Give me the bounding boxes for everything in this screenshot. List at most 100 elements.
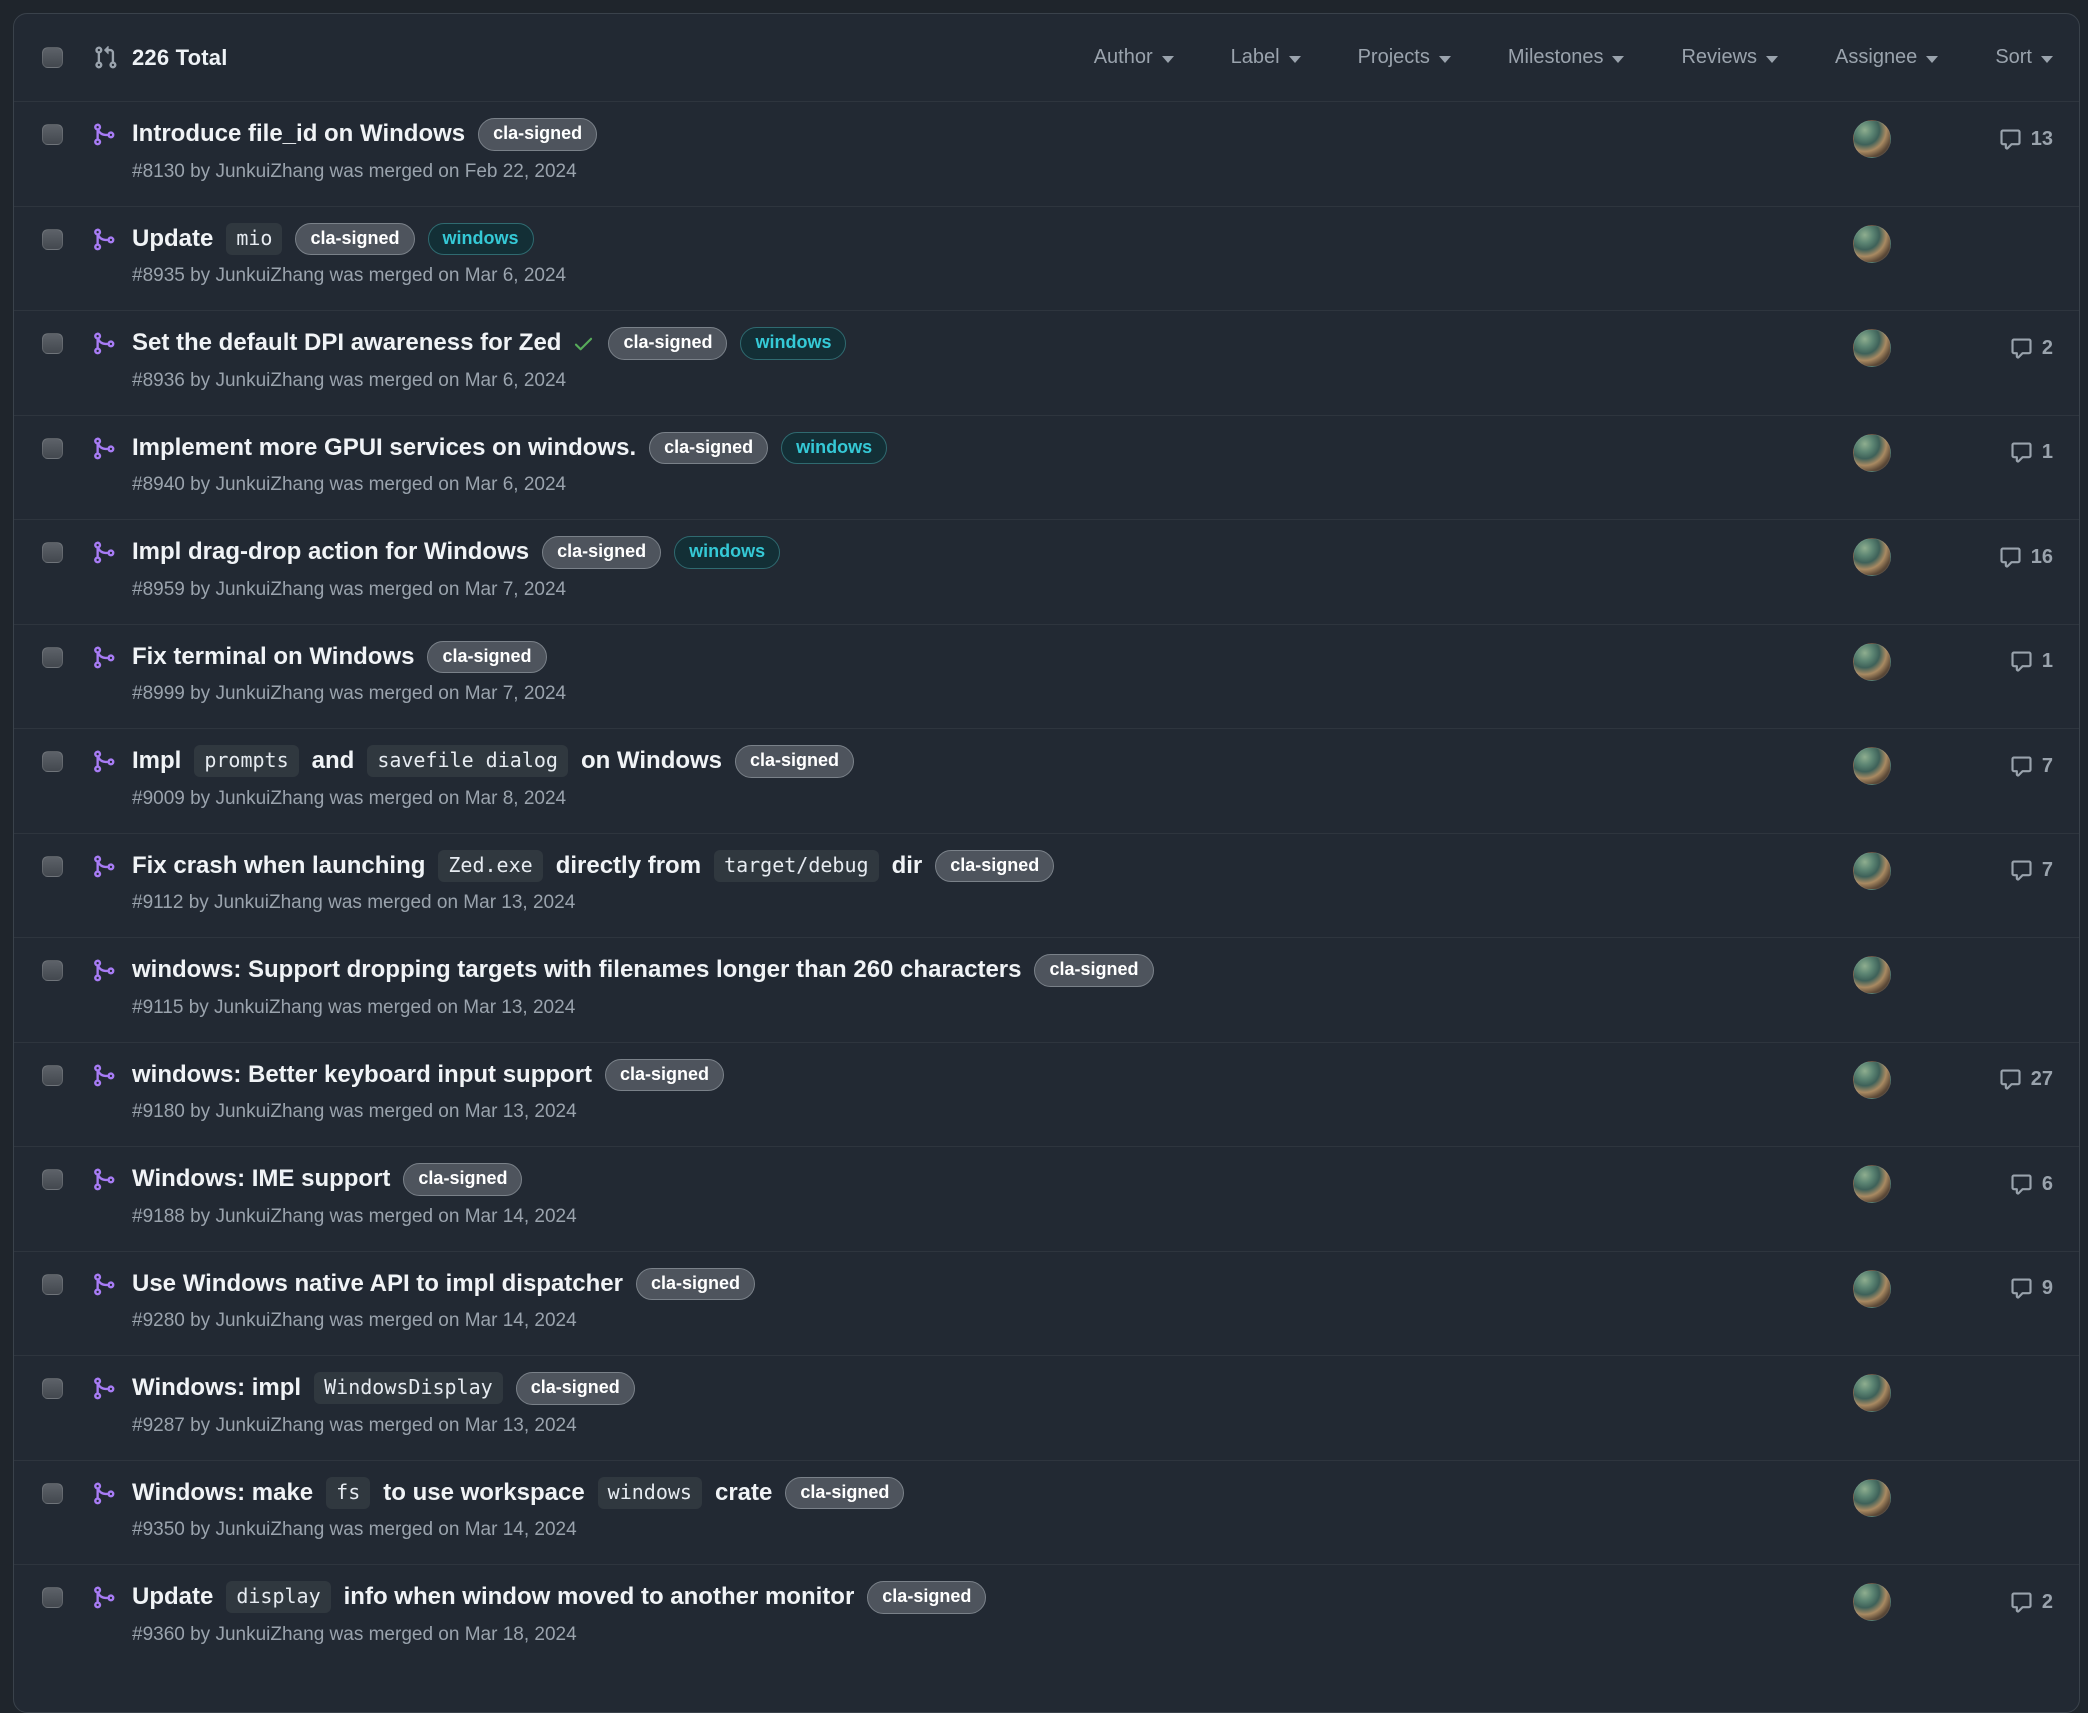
filter-label[interactable]: Label bbox=[1231, 46, 1301, 69]
pr-list-panel: 226 Total Author Label Projects Mileston… bbox=[13, 13, 2080, 1713]
avatar[interactable] bbox=[1853, 1374, 1891, 1412]
comment-count: 1 bbox=[2041, 441, 2053, 463]
label-cla-signed[interactable]: cla-signed bbox=[403, 1163, 523, 1196]
pr-title-line: Introduce file_id on Windows cla-signed bbox=[132, 118, 1853, 151]
comment-count-group[interactable]: 7 bbox=[2010, 859, 2053, 882]
avatar[interactable] bbox=[1853, 538, 1891, 576]
row-checkbox[interactable] bbox=[42, 751, 63, 772]
comment-count-group[interactable]: 6 bbox=[2010, 1173, 2053, 1196]
label-cla-signed[interactable]: cla-signed bbox=[542, 536, 662, 569]
pr-title-line: Update mio cla-signed windows bbox=[132, 222, 1853, 256]
comment-count-group[interactable]: 13 bbox=[1999, 128, 2053, 151]
row-meta bbox=[1853, 956, 2053, 994]
comment-icon bbox=[2010, 755, 2033, 778]
avatar[interactable] bbox=[1853, 1060, 1891, 1099]
comment-count-group[interactable]: 1 bbox=[2010, 441, 2053, 464]
avatar[interactable] bbox=[1853, 120, 1891, 158]
comment-icon bbox=[2010, 1277, 2033, 1300]
avatar[interactable] bbox=[1853, 956, 1891, 994]
comment-count-group[interactable]: 7 bbox=[2010, 755, 2053, 778]
filter-projects[interactable]: Projects bbox=[1358, 46, 1451, 69]
pr-title-text: Fix terminal on Windows bbox=[132, 642, 415, 670]
label-cla-signed[interactable]: cla-signed bbox=[427, 640, 547, 674]
chevron-down-icon bbox=[1161, 55, 1174, 63]
row-checkbox[interactable] bbox=[42, 124, 63, 145]
avatar[interactable] bbox=[1853, 851, 1891, 890]
row-checkbox[interactable] bbox=[42, 1273, 63, 1295]
label-cla-signed[interactable]: cla-signed bbox=[635, 1267, 756, 1301]
label-cla-signed[interactable]: cla-signed bbox=[1034, 954, 1154, 987]
label-windows[interactable]: windows bbox=[674, 536, 781, 569]
pr-meta: #8936 by JunkuiZhang was merged on Mar 6… bbox=[132, 369, 567, 391]
row-checkbox[interactable] bbox=[42, 1169, 63, 1190]
row-checkbox[interactable] bbox=[42, 1378, 63, 1399]
pr-title-line: windows: Support dropping targets with f… bbox=[132, 954, 1853, 987]
pr-meta: #8940 by JunkuiZhang was merged on Mar 6… bbox=[132, 474, 567, 496]
row-checkbox[interactable] bbox=[42, 437, 63, 459]
pull-request-icon bbox=[93, 45, 118, 70]
comment-count: 7 bbox=[2041, 754, 2053, 777]
avatar[interactable] bbox=[1853, 1165, 1891, 1203]
pr-row: Windows: make fs to use workspace windows cr… bbox=[14, 1459, 2079, 1565]
label-windows[interactable]: windows bbox=[427, 222, 534, 256]
label-cla-signed[interactable]: cla-signed bbox=[867, 1581, 987, 1614]
total-count: 226 Total bbox=[132, 44, 228, 70]
pr-content: Update display info when window moved to a… bbox=[132, 1581, 1853, 1646]
label-cla-signed[interactable]: cla-signed bbox=[605, 1058, 725, 1092]
row-meta: 1 bbox=[1853, 642, 2053, 681]
chevron-down-icon bbox=[1926, 55, 1939, 63]
filter-author[interactable]: Author bbox=[1094, 46, 1174, 69]
avatar[interactable] bbox=[1853, 224, 1891, 263]
filter-assignee[interactable]: Assignee bbox=[1835, 46, 1939, 69]
pr-content: Update mio cla-signed windows #8935 by Jun… bbox=[132, 222, 1853, 288]
comment-count-group[interactable]: 2 bbox=[2010, 337, 2053, 360]
avatar[interactable] bbox=[1853, 433, 1891, 472]
row-checkbox[interactable] bbox=[42, 855, 63, 877]
label-windows[interactable]: windows bbox=[740, 327, 847, 360]
label-cla-signed[interactable]: cla-signed bbox=[935, 849, 1055, 883]
filter-label: Author bbox=[1093, 46, 1153, 68]
row-checkbox[interactable] bbox=[42, 1482, 63, 1504]
row-checkbox[interactable] bbox=[42, 542, 63, 563]
label-cla-signed[interactable]: cla-signed bbox=[608, 327, 728, 360]
comment-count-group[interactable]: 16 bbox=[1999, 546, 2053, 569]
comment-icon bbox=[2010, 337, 2033, 360]
row-checkbox[interactable] bbox=[42, 960, 63, 981]
row-checkbox[interactable] bbox=[42, 228, 63, 250]
comment-count: 1 bbox=[2041, 650, 2053, 672]
avatar[interactable] bbox=[1853, 329, 1891, 367]
avatar[interactable] bbox=[1853, 1583, 1891, 1621]
git-merge-icon bbox=[91, 645, 116, 670]
row-checkbox[interactable] bbox=[42, 646, 63, 668]
row-checkbox[interactable] bbox=[42, 1064, 63, 1086]
pr-content: windows: Support dropping targets with f… bbox=[132, 954, 1853, 1019]
pr-meta: #8935 by JunkuiZhang was merged on Mar 6… bbox=[132, 265, 567, 287]
pr-title-line: Fix terminal on Windows cla-signed bbox=[132, 640, 1853, 674]
filter-reviews[interactable]: Reviews bbox=[1681, 46, 1779, 69]
row-checkbox[interactable] bbox=[42, 333, 63, 354]
label-windows[interactable]: windows bbox=[781, 431, 888, 465]
pr-meta: #9287 by JunkuiZhang was merged on Mar 1… bbox=[132, 1414, 577, 1436]
label-cla-signed[interactable]: cla-signed bbox=[649, 431, 769, 465]
comment-count-group[interactable]: 2 bbox=[2010, 1591, 2053, 1614]
label-cla-signed[interactable]: cla-signed bbox=[785, 1476, 905, 1510]
avatar[interactable] bbox=[1853, 642, 1891, 681]
avatar[interactable] bbox=[1853, 747, 1891, 785]
git-merge-icon bbox=[91, 1063, 116, 1088]
label-cla-signed[interactable]: cla-signed bbox=[478, 118, 598, 151]
git-merge-icon bbox=[91, 854, 116, 879]
pr-title-code: Zed.exe bbox=[438, 849, 543, 882]
comment-count-group[interactable]: 1 bbox=[2010, 650, 2053, 673]
label-cla-signed[interactable]: cla-signed bbox=[515, 1372, 635, 1405]
comment-count-group[interactable]: 27 bbox=[1999, 1068, 2053, 1091]
avatar[interactable] bbox=[1853, 1269, 1891, 1308]
label-cla-signed[interactable]: cla-signed bbox=[295, 222, 415, 256]
pr-content: Windows: IME support cla-signed #9188 by… bbox=[132, 1163, 1853, 1228]
filter-milestones[interactable]: Milestones bbox=[1508, 46, 1625, 69]
select-all-checkbox[interactable] bbox=[42, 47, 63, 68]
row-checkbox[interactable] bbox=[42, 1587, 63, 1608]
filter-sort[interactable]: Sort bbox=[1995, 46, 2053, 69]
comment-count-group[interactable]: 9 bbox=[2010, 1277, 2053, 1300]
avatar[interactable] bbox=[1853, 1478, 1891, 1517]
label-cla-signed[interactable]: cla-signed bbox=[735, 745, 855, 778]
